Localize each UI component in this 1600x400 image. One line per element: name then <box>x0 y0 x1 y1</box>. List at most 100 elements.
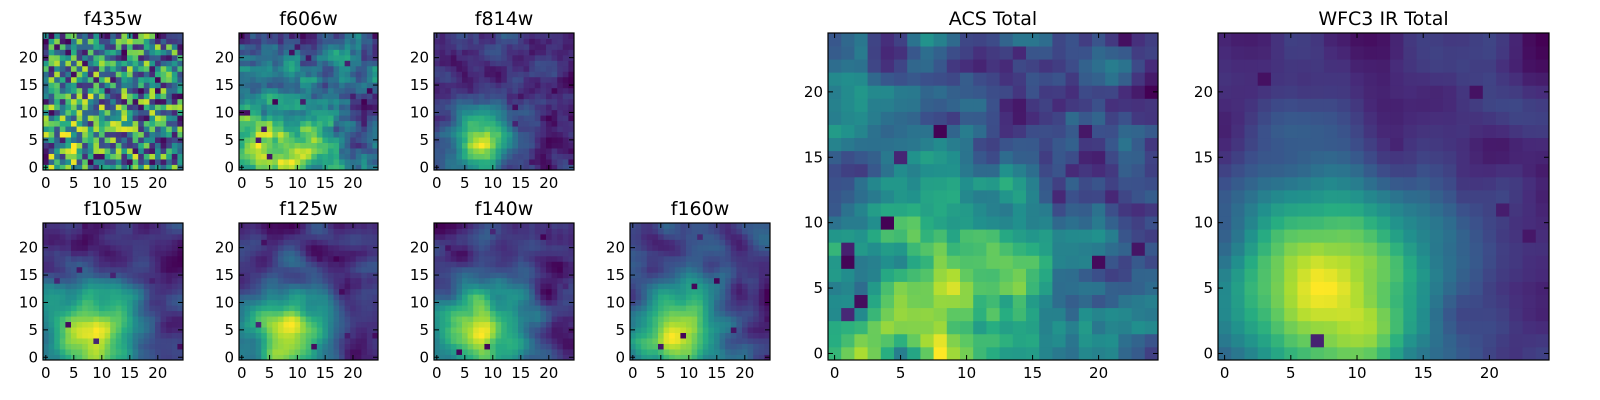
heatmap-cell <box>339 272 346 279</box>
heatmap-cell <box>99 93 105 100</box>
heatmap-cell <box>121 283 128 290</box>
heatmap-cell <box>71 109 77 116</box>
heatmap-cell <box>138 316 145 323</box>
heatmap-cell <box>557 250 564 257</box>
heatmap-cell <box>674 294 681 301</box>
heatmap-cell <box>344 288 351 295</box>
heatmap-cell <box>71 349 77 355</box>
heatmap-cell <box>54 239 61 246</box>
heatmap-cell <box>93 266 100 273</box>
heatmap-cell <box>121 142 128 149</box>
heatmap-cell <box>250 159 257 165</box>
heatmap-cell <box>277 354 284 361</box>
heatmap-cell <box>697 349 704 355</box>
heatmap-cell <box>518 54 524 61</box>
heatmap-cell <box>467 266 474 273</box>
heatmap-cell <box>658 255 664 262</box>
heatmap-cell <box>350 87 357 94</box>
heatmap-cell <box>239 250 245 257</box>
heatmap-cell <box>719 288 726 295</box>
heatmap-cell <box>841 229 855 243</box>
heatmap-cell <box>719 338 726 344</box>
heatmap-cell <box>546 277 552 284</box>
heatmap-cell <box>1065 216 1080 230</box>
heatmap-cell <box>708 343 715 350</box>
heatmap-cell <box>652 228 659 235</box>
heatmap-cell <box>630 343 636 350</box>
heatmap-cell <box>333 310 340 317</box>
heatmap-cell <box>646 338 653 344</box>
heatmap-cell <box>960 346 974 361</box>
heatmap-cell <box>339 316 346 323</box>
heatmap-cell <box>149 65 156 72</box>
heatmap-cell <box>462 321 468 328</box>
heatmap-cell <box>87 283 94 290</box>
heatmap-cell <box>894 216 908 230</box>
heatmap-cell <box>646 255 653 262</box>
heatmap-cell <box>702 223 709 229</box>
heatmap-cell <box>138 60 145 67</box>
heatmap-cell <box>327 33 334 39</box>
heatmap-cell <box>239 255 245 262</box>
heatmap-cell <box>289 87 295 94</box>
heatmap-cell <box>48 76 55 83</box>
heatmap-cell <box>283 120 290 127</box>
heatmap-cell <box>506 239 513 246</box>
heatmap-cell <box>322 76 329 83</box>
heatmap-cell <box>742 321 748 328</box>
heatmap-cell <box>250 109 257 116</box>
heatmap-cell <box>65 321 72 328</box>
heatmap-cell <box>59 109 66 116</box>
heatmap-cell <box>473 153 480 160</box>
heatmap-cell <box>501 60 508 67</box>
heatmap-cell <box>82 137 89 143</box>
x-tick-label: 5 <box>460 364 470 382</box>
heatmap-cell <box>1026 242 1040 256</box>
heatmap-cell <box>490 76 496 83</box>
heatmap-cell <box>551 164 558 171</box>
heatmap-cell <box>333 98 340 105</box>
heatmap-cell <box>1065 229 1080 243</box>
heatmap-cell <box>854 216 868 230</box>
heatmap-cell <box>322 266 329 273</box>
heatmap-cell <box>907 229 921 243</box>
heatmap-cell <box>478 316 485 323</box>
heatmap-cell <box>478 115 485 122</box>
heatmap-cell <box>71 250 77 257</box>
heatmap-cell <box>333 104 340 111</box>
heatmap-cell <box>764 228 771 235</box>
heatmap-cell <box>512 164 519 171</box>
heatmap-cell <box>1144 255 1159 269</box>
heatmap-cell <box>725 327 732 333</box>
heatmap-cell <box>562 239 569 246</box>
heatmap-cell <box>725 239 732 246</box>
heatmap-cell <box>562 343 569 350</box>
heatmap-cell <box>87 120 94 127</box>
heatmap-cell <box>540 65 547 72</box>
heatmap-cell <box>557 332 564 339</box>
heatmap-cell <box>255 137 262 143</box>
heatmap-cell <box>110 54 117 61</box>
heatmap-cell <box>445 76 452 83</box>
heatmap-cell <box>691 343 698 350</box>
heatmap-cell <box>568 233 575 240</box>
heatmap-cell <box>641 316 648 323</box>
heatmap-cell <box>272 76 279 83</box>
heatmap-cell <box>294 38 301 45</box>
heatmap-cell <box>518 239 524 246</box>
heatmap-cell <box>562 316 569 323</box>
heatmap-cell <box>518 272 524 279</box>
heatmap-cell <box>261 60 268 67</box>
heatmap-cell <box>490 327 496 333</box>
y-tick-label: 15 <box>606 266 625 284</box>
heatmap-cell <box>434 49 440 56</box>
heatmap-cell <box>59 87 66 94</box>
heatmap-cell <box>534 321 541 328</box>
heatmap-cell <box>76 316 83 323</box>
heatmap-cell <box>568 93 575 100</box>
heatmap-cell <box>697 288 704 295</box>
heatmap-cell <box>59 239 66 246</box>
heatmap-cell <box>149 131 156 138</box>
heatmap-cell <box>82 266 89 273</box>
heatmap-cell <box>1012 176 1027 191</box>
